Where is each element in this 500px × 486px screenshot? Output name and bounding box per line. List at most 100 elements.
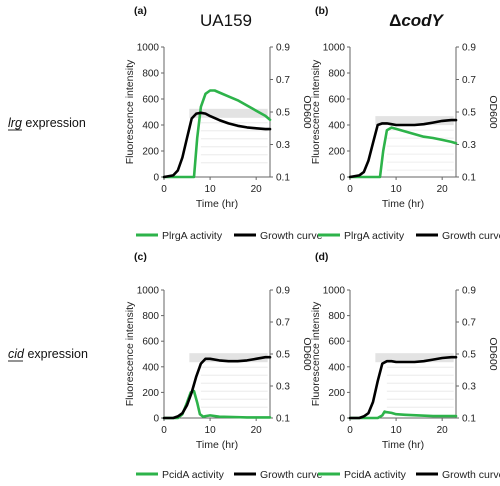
panel-c-ytick-left-label: 200 [142,388,159,399]
panel-b-ytick-right-label: 0.3 [462,140,476,151]
panel-b-ytick-left-label: 400 [328,121,345,132]
panel-d-series-activity-line [348,410,458,420]
panel-c-ytick-right-label: 0.9 [276,286,290,297]
row-label-cid-rest: expression [24,347,88,361]
row-label-cid: cid expression [8,347,88,362]
panel-c-error-rect [189,353,268,363]
panel-a: (a) 0 200 400 600 800 1000 0.1 0.3 0.5 0.7 0.9 0 10 20… [124,5,323,242]
panel-c-ylabel-left: Fluorescence intensity [124,301,136,406]
panel-c-xtick-label: 0 [161,425,167,436]
panel-d-ylabel-right: OD600 [487,337,499,370]
column-title-codY-prefix: Δ [389,11,401,30]
panel-d-ytick-left-label: 0 [339,414,345,425]
panel-a-xtick-label: 10 [205,184,217,195]
panel-b-ylabel-left: Fluorescence intensity [310,59,322,164]
panel-c-xtick-label: 20 [251,425,263,436]
panel-b-legend: PlrgA activity Growth curve [318,230,500,242]
panel-d-ytick-right-label: 0.3 [462,382,476,393]
panel-c-ytick-left-label: 800 [142,311,159,322]
panel-a-ytick-right-label: 0.7 [276,75,290,86]
panel-d-xtick-label: 0 [347,425,353,436]
panel-d-ylabel-left: Fluorescence intensity [310,301,322,406]
panel-b-legend-label: Growth curve [442,230,500,242]
panel-a-ytick-right-label: 0.9 [276,43,290,54]
panel-a-ytick-left-label: 200 [142,147,159,158]
panel-d-ytick-left-label: 400 [328,362,345,373]
row-label-lrg-rest: expression [22,116,86,130]
panel-a-ytick-left-label: 1000 [137,43,160,54]
panel-b-ytick-left-label: 800 [328,69,345,80]
panel-d-ytick-right-label: 0.5 [462,350,476,361]
panel-a-legend-label: PlrgA activity [162,230,223,242]
panel-c-series-growth-line [162,355,272,420]
panel-c-letter: (c) [134,251,147,263]
panel-c-legend: PcidA activity Growth curve [136,469,323,481]
panel-d-ytick-right-label: 0.7 [462,318,476,329]
row-label-cid-italic: cid [8,347,25,361]
panel-a-series-growth-line [162,111,272,179]
panel-b-error-rect [375,116,454,126]
panel-c-xlabel: Time (hr) [196,439,238,451]
panel-b-ylabel-right: OD600 [487,95,499,128]
panel-c: (c) 0 200 400 600 800 1000 0.1 0.3 0.5 0.7 0.9 0 10 20… [124,251,323,481]
panel-d-xlabel: Time (hr) [382,439,424,451]
panel-b-xtick-label: 10 [391,184,403,195]
panel-d-ytick-right-label: 0.9 [462,286,476,297]
panel-d: (d) 0 200 400 600 800 1000 0.1 0.3 0.5 0.7 0.9 0 10 20… [310,251,500,481]
panel-c-legend-label: PcidA activity [162,469,225,481]
panel-c-ytick-right-label: 0.1 [276,414,290,425]
panel-b-letter: (b) [315,5,328,17]
panel-c-ytick-right-label: 0.3 [276,382,290,393]
panel-d-ytick-left-label: 600 [328,337,345,348]
panel-c-ytick-left-label: 0 [153,414,159,425]
column-title-ua159: UA159 [200,11,252,30]
panel-c-ytick-right-label: 0.7 [276,318,290,329]
panel-a-xtick-label: 20 [251,184,263,195]
panel-d-error-band [375,353,454,408]
panel-d-legend-label: Growth curve [442,469,500,481]
panel-c-ytick-right-label: 0.5 [276,350,290,361]
panel-c-xtick-label: 10 [205,425,217,436]
panel-b-xtick-label: 0 [347,184,353,195]
panel-d-series-growth-line [348,355,458,420]
panel-a-ytick-left-label: 800 [142,69,159,80]
panel-a-xlabel: Time (hr) [196,198,238,210]
panel-b-error-band [375,116,454,171]
panel-d-letter: (d) [315,251,328,263]
svg-text:cid expression: cid expression [8,347,88,361]
panel-d-xtick-label: 20 [437,425,449,436]
panel-b-ytick-right-label: 0.5 [462,108,476,119]
row-label-lrg: lrg expression [8,116,86,131]
panel-d-legend: PcidA activity Growth curve [318,469,500,481]
panel-a-legend: PlrgA activity Growth curve [136,230,323,242]
panel-d-ytick-right-label: 0.1 [462,414,476,425]
panel-b-ytick-left-label: 1000 [323,43,346,54]
panel-a-error-band [189,108,268,164]
panel-a-ytick-right-label: 0.3 [276,140,290,151]
svg-text:lrg expression: lrg expression [8,116,86,130]
column-title-codY-suffix: codY [401,11,444,30]
panel-a-series-activity-line [162,89,272,179]
panel-a-ylabel-right: OD600 [301,95,313,128]
panel-a-ytick-left-label: 600 [142,95,159,106]
panel-c-legend-label: Growth curve [260,469,323,481]
panel-b-xlabel: Time (hr) [382,198,424,210]
panel-a-legend-label: Growth curve [260,230,323,242]
panel-b: (b) 0 200 400 600 800 1000 0.1 0.3 0.5 0.7 0.9 0 10 20… [310,5,500,242]
panel-a-ytick-right-label: 0.1 [276,173,290,184]
panel-b-ytick-left-label: 200 [328,147,345,158]
panel-b-ytick-right-label: 0.1 [462,173,476,184]
panel-c-ytick-left-label: 1000 [137,286,160,297]
panel-c-ytick-left-label: 400 [142,362,159,373]
panel-b-xtick-label: 20 [437,184,449,195]
panel-a-ytick-right-label: 0.5 [276,108,290,119]
panel-a-xtick-label: 0 [161,184,167,195]
panel-b-ytick-left-label: 0 [339,173,345,184]
panel-a-ytick-left-label: 0 [153,173,159,184]
panel-b-legend-label: PlrgA activity [344,230,405,242]
panel-c-ylabel-right: OD600 [301,337,313,370]
panel-b-ytick-right-label: 0.7 [462,75,476,86]
panel-b-ytick-left-label: 600 [328,95,345,106]
